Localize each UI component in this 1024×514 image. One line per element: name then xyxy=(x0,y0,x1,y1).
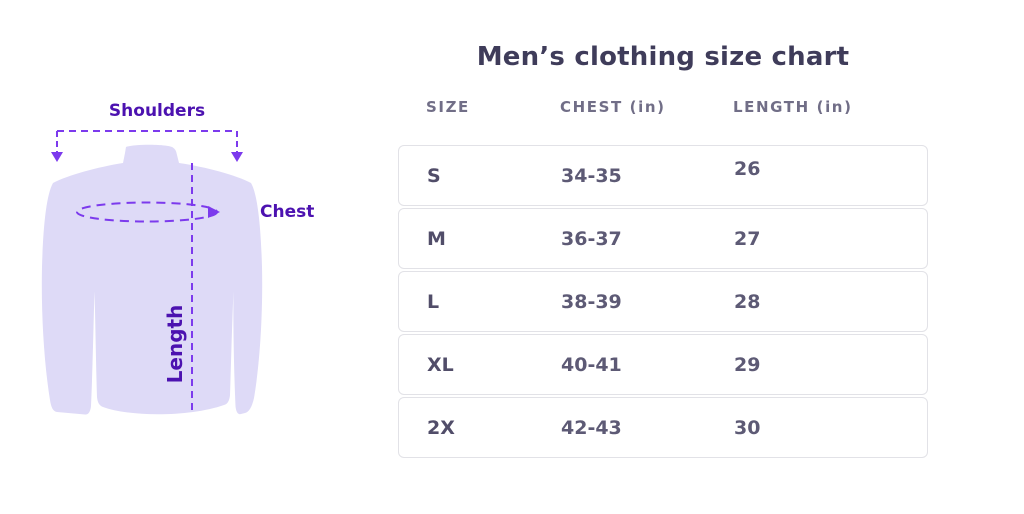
cell-size: M xyxy=(427,227,446,250)
shoulders-arrow-right xyxy=(231,152,243,162)
cell-size: S xyxy=(427,164,441,187)
length-label: Length xyxy=(163,304,187,384)
cell-length: 30 xyxy=(734,416,761,439)
cell-chest: 38-39 xyxy=(561,290,622,313)
column-header-chest: CHEST (in) xyxy=(560,98,666,116)
table-row: L 38-39 28 xyxy=(398,271,928,332)
cell-chest: 42-43 xyxy=(561,416,622,439)
shoulders-measure-line xyxy=(56,130,238,152)
cell-length: 29 xyxy=(734,353,761,376)
chest-arrow xyxy=(208,206,220,218)
cell-size: XL xyxy=(427,353,454,376)
cell-chest: 36-37 xyxy=(561,227,622,250)
shoulders-label: Shoulders xyxy=(108,101,206,121)
table-row: XL 40-41 29 xyxy=(398,334,928,395)
chest-label: Chest xyxy=(260,202,315,222)
cell-length: 27 xyxy=(734,227,761,250)
cell-chest: 34-35 xyxy=(561,164,622,187)
table-row: 2X 42-43 30 xyxy=(398,397,928,458)
shirt-illustration xyxy=(41,130,263,415)
cell-size: 2X xyxy=(427,416,455,439)
shoulders-arrow-left xyxy=(51,152,63,162)
column-header-size: SIZE xyxy=(426,98,470,116)
table-body: S 34-35 26 M 36-37 27 L 38-39 28 XL 40-4… xyxy=(398,145,928,460)
cell-length: 28 xyxy=(734,290,761,313)
page-title: Men’s clothing size chart xyxy=(476,42,850,72)
table-row: M 36-37 27 xyxy=(398,208,928,269)
cell-length: 26 xyxy=(734,157,761,180)
cell-size: L xyxy=(427,290,440,313)
shirt-measurement-diagram: Shoulders Chest Length xyxy=(0,0,398,514)
table-header-row: SIZE CHEST (in) LENGTH (in) xyxy=(398,96,928,118)
column-header-length: LENGTH (in) xyxy=(733,98,853,116)
shirt-silhouette-shape xyxy=(41,144,263,415)
table-row: S 34-35 26 xyxy=(398,145,928,206)
size-chart-panel: Men’s clothing size chart SIZE CHEST (in… xyxy=(398,0,928,514)
cell-chest: 40-41 xyxy=(561,353,622,376)
